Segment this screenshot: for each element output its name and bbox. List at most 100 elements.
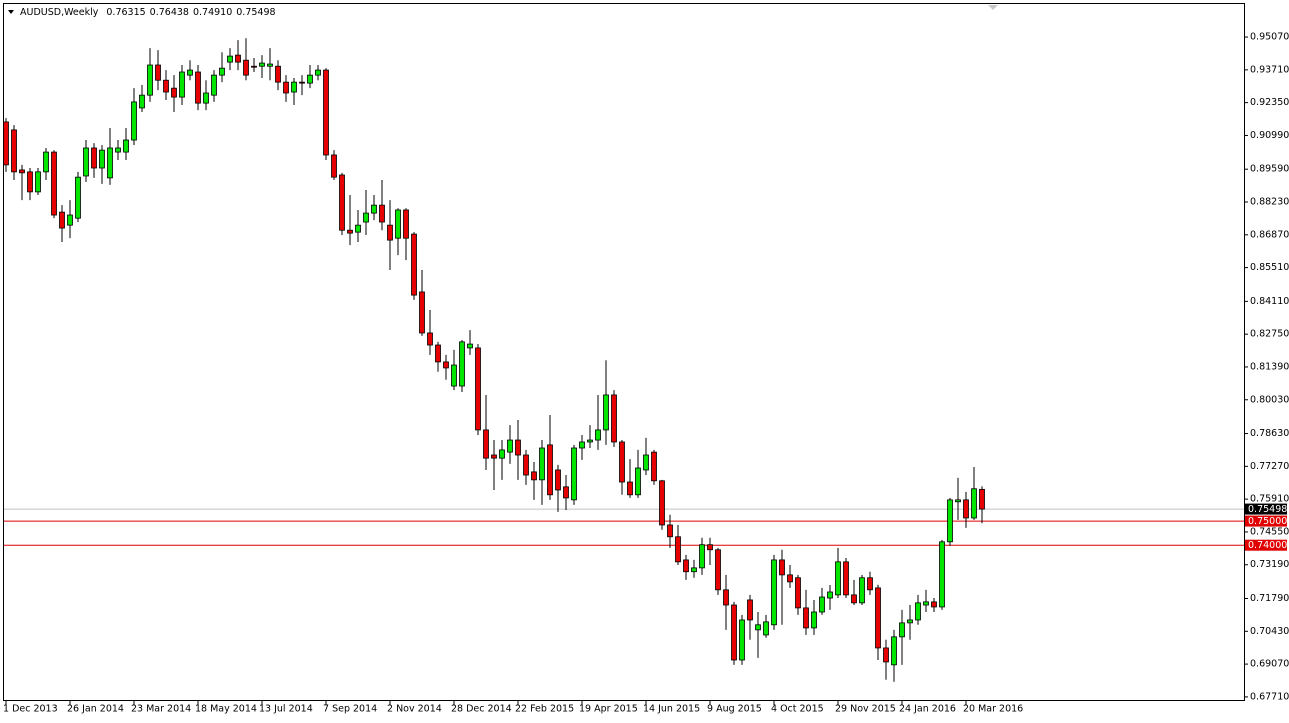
candle-body	[187, 69, 193, 76]
candle-body	[419, 291, 425, 334]
y-tick-label: 0.71790	[1250, 593, 1289, 604]
candle-body	[579, 441, 585, 449]
y-tick-label: 0.90990	[1250, 130, 1289, 141]
y-tick-label: 0.92350	[1250, 97, 1289, 108]
candle-body	[899, 622, 905, 638]
x-tick-label: 1 Dec 2013	[3, 704, 58, 715]
candle-body	[475, 347, 481, 431]
y-tick-label: 0.89590	[1250, 164, 1289, 175]
candle-body	[123, 139, 129, 153]
candle-body	[259, 62, 265, 67]
x-tick-label: 2 Nov 2014	[387, 704, 442, 715]
candle-body	[211, 74, 217, 96]
candle-body	[235, 54, 241, 63]
candle-body	[539, 447, 545, 481]
candle-body	[499, 449, 505, 459]
candle-body	[619, 441, 625, 483]
candle-body	[851, 594, 857, 604]
shift-marker	[988, 5, 998, 10]
candle-body	[611, 394, 617, 443]
y-tick-label: 0.80030	[1250, 394, 1289, 405]
y-tick-label: 0.85510	[1250, 262, 1289, 273]
y-tick-label: 0.82750	[1250, 329, 1289, 340]
x-tick-label: 4 Oct 2015	[771, 704, 824, 715]
candle-body	[323, 69, 329, 156]
candle-body	[787, 574, 793, 583]
candle-body	[355, 224, 361, 233]
candle-body	[571, 447, 577, 501]
candle-body	[251, 65, 257, 68]
candle-body	[283, 81, 289, 94]
candle-body	[523, 454, 529, 476]
candle-body	[651, 451, 657, 482]
x-tick-label: 19 Apr 2015	[579, 704, 638, 715]
y-tick-label: 0.74550	[1250, 526, 1289, 537]
candle-body	[603, 394, 609, 431]
price-box-label: 0.74000	[1248, 540, 1287, 551]
chart-header: AUDUSD,Weekly 0.76315 0.76438 0.74910 0.7549…	[20, 7, 276, 18]
candle-body	[827, 591, 833, 599]
candle-body	[99, 149, 105, 169]
candle-body	[867, 577, 873, 591]
candle-body	[275, 65, 281, 83]
x-tick-label: 13 Jul 2014	[259, 704, 313, 715]
candle-body	[115, 147, 121, 153]
candle-body	[923, 601, 929, 606]
candle-body	[547, 444, 553, 496]
y-tick-label: 0.78630	[1250, 428, 1289, 439]
candle-body	[35, 171, 41, 193]
candle-body	[243, 59, 249, 76]
y-tick-label: 0.84110	[1250, 296, 1289, 307]
candle-body	[891, 636, 897, 666]
x-tick-label: 24 Jan 2016	[899, 704, 956, 715]
candle-body	[467, 343, 473, 349]
candle-body	[683, 559, 689, 573]
candle-body	[691, 567, 697, 573]
header-value: 0.76438	[150, 7, 189, 18]
candle-body	[403, 209, 409, 239]
candle-body	[883, 647, 889, 663]
candle-body	[483, 429, 489, 459]
y-tick-label: 0.75910	[1250, 494, 1289, 505]
candle-body	[163, 79, 169, 93]
x-tick-label: 28 Dec 2014	[451, 704, 512, 715]
candle-body	[315, 69, 321, 76]
candle-body	[931, 601, 937, 608]
candle-body	[731, 604, 737, 661]
candle-body	[43, 151, 49, 173]
price-box	[1245, 503, 1287, 515]
candle-body	[155, 64, 161, 81]
candle-body	[131, 101, 137, 141]
candle-body	[739, 619, 745, 661]
candle-body	[107, 147, 113, 179]
candle-body	[291, 81, 297, 93]
candle-body	[91, 147, 97, 169]
candle-body	[723, 589, 729, 606]
candle-body	[875, 587, 881, 649]
candle-body	[795, 577, 801, 609]
candle-body	[11, 129, 17, 173]
candle-body	[843, 561, 849, 596]
y-tick-label: 0.81390	[1250, 361, 1289, 372]
candle-body	[531, 471, 537, 481]
plot-frame	[3, 3, 1245, 701]
candle-body	[979, 488, 985, 510]
candle-body	[347, 229, 353, 234]
x-tick-label: 9 Aug 2015	[707, 704, 762, 715]
y-tick-label: 0.88230	[1250, 197, 1289, 208]
candle-body	[595, 429, 601, 441]
candle-body	[371, 204, 377, 214]
candle-body	[955, 499, 961, 503]
candle-body	[491, 454, 497, 459]
candle-body	[51, 151, 57, 216]
price-box-label: 0.75000	[1248, 516, 1287, 527]
candle-body	[299, 81, 305, 84]
header-value: 0.74910	[193, 7, 232, 18]
menu-triangle[interactable]	[8, 10, 14, 14]
candle-body	[19, 169, 25, 174]
candle-body	[859, 577, 865, 604]
candle-body	[75, 176, 81, 219]
price-box-label: 0.75498	[1248, 504, 1287, 515]
candle-body	[635, 467, 641, 496]
